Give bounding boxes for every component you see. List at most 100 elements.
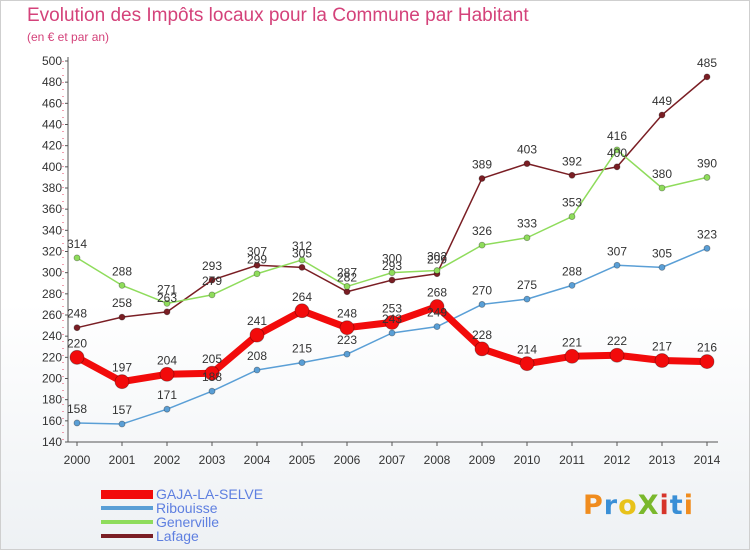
y-tick-label: 380 (42, 181, 62, 195)
data-label-gaja-la-selve: 216 (697, 341, 717, 355)
data-point-gaja-la-selve (609, 347, 625, 363)
data-label-lafage: 293 (202, 259, 222, 273)
y-tick-label: 240 (42, 329, 62, 343)
data-point-generville (523, 234, 531, 242)
logo-letter: r (603, 490, 619, 521)
data-point-gaja-la-selve (474, 341, 490, 357)
data-label-lafage: 389 (472, 157, 492, 171)
chart-title: Evolution des Impôts locaux pour la Comm… (27, 5, 529, 26)
data-label-gaja-la-selve: 248 (337, 307, 357, 321)
data-point-ribouisse (208, 387, 216, 395)
data-point-gaja-la-selve (429, 299, 445, 314)
data-label-gaja-la-selve: 268 (427, 286, 447, 300)
x-tick-label: 2004 (244, 453, 271, 467)
data-label-ribouisse: 288 (562, 264, 582, 278)
data-point-ribouisse (118, 420, 126, 428)
x-tick-label: 2010 (514, 453, 541, 467)
data-label-gaja-la-selve: 241 (247, 314, 267, 328)
y-tick-label: 280 (42, 287, 62, 301)
data-label-generville: 353 (562, 196, 582, 210)
series-ribouisse (73, 244, 711, 428)
series-generville (73, 146, 711, 307)
data-label-ribouisse: 171 (157, 388, 177, 402)
data-point-generville (73, 254, 81, 262)
proxiti-logo: ProXiti (583, 490, 694, 521)
data-label-gaja-la-selve: 214 (517, 343, 537, 357)
data-point-gaja-la-selve (114, 374, 130, 390)
data-label-ribouisse: 270 (472, 283, 492, 297)
data-label-lafage: 293 (382, 259, 402, 273)
logo-letter: i (659, 490, 670, 521)
data-label-ribouisse: 215 (292, 342, 312, 356)
y-tick-label: 300 (42, 266, 62, 280)
data-point-lafage (298, 263, 306, 271)
data-point-gaja-la-selve (654, 353, 670, 368)
data-label-lafage: 299 (427, 253, 447, 267)
data-label-generville: 288 (112, 264, 132, 278)
data-label-lafage: 258 (112, 296, 132, 310)
y-tick-label: 260 (42, 308, 62, 322)
data-label-gaja-la-selve: 264 (292, 290, 312, 304)
data-point-gaja-la-selve (249, 327, 265, 343)
y-tick-label: 200 (42, 372, 62, 386)
data-point-gaja-la-selve (294, 303, 310, 319)
chart-axes: 140 160 180 200 220 240 260 280 300 320 340 360 380 4… (42, 54, 721, 467)
legend-label: Ribouisse (156, 500, 218, 516)
data-point-ribouisse (253, 366, 261, 374)
data-point-gaja-la-selve (339, 320, 355, 336)
data-label-ribouisse: 223 (337, 333, 357, 347)
legend-label: Lafage (156, 528, 199, 544)
x-tick-label: 2003 (199, 453, 226, 467)
data-label-lafage: 307 (247, 244, 267, 258)
data-label-generville: 302 (427, 250, 447, 264)
x-tick-label: 2002 (154, 453, 181, 467)
y-tick-label: 480 (42, 75, 62, 89)
data-label-lafage: 449 (652, 94, 672, 108)
y-tick-label: 420 (42, 139, 62, 153)
data-point-generville (118, 281, 126, 289)
data-label-lafage: 400 (607, 146, 627, 160)
data-point-lafage (73, 324, 81, 332)
y-tick-label: 140 (42, 435, 62, 449)
data-label-gaja-la-selve: 222 (607, 334, 627, 348)
legend-swatch (101, 489, 153, 499)
x-tick-label: 2012 (604, 453, 631, 467)
data-label-ribouisse: 188 (202, 370, 222, 384)
data-point-generville (253, 270, 261, 278)
data-point-gaja-la-selve (69, 349, 85, 365)
x-tick-label: 2001 (109, 453, 136, 467)
x-tick-label: 2011 (559, 453, 585, 467)
data-point-generville (478, 241, 486, 249)
data-label-lafage: 263 (157, 291, 177, 305)
data-label-generville: 300 (382, 252, 402, 266)
data-label-ribouisse: 275 (517, 278, 537, 292)
data-label-gaja-la-selve: 205 (202, 352, 222, 366)
data-label-ribouisse: 323 (697, 227, 717, 241)
data-label-ribouisse: 158 (67, 402, 87, 416)
data-label-generville: 326 (472, 224, 492, 238)
data-label-lafage: 485 (697, 56, 717, 70)
data-point-ribouisse (298, 359, 306, 367)
data-point-generville (208, 291, 216, 299)
data-label-lafage: 282 (337, 271, 357, 285)
x-tick-label: 2009 (469, 453, 496, 467)
data-label-generville: 287 (337, 265, 357, 279)
data-point-ribouisse (163, 405, 171, 413)
x-tick-label: 2007 (379, 453, 406, 467)
data-label-generville: 271 (157, 282, 177, 296)
data-point-gaja-la-selve (519, 356, 535, 372)
y-tick-label: 460 (42, 96, 62, 110)
data-label-generville: 279 (202, 274, 222, 288)
data-label-generville: 333 (517, 217, 537, 231)
y-tick-label: 400 (42, 160, 62, 174)
y-tick-label: 440 (42, 118, 62, 132)
data-label-gaja-la-selve: 221 (562, 335, 582, 349)
data-point-gaja-la-selve (564, 348, 580, 364)
y-tick-label: 320 (42, 245, 62, 259)
data-point-lafage (163, 308, 171, 316)
data-labels-layer: 248 258 263 293 307 305 282 293 299 389 403 392 400 4… (67, 56, 717, 417)
x-tick-label: 2006 (334, 453, 361, 467)
data-label-generville: 314 (67, 237, 87, 251)
data-point-lafage (388, 276, 396, 284)
